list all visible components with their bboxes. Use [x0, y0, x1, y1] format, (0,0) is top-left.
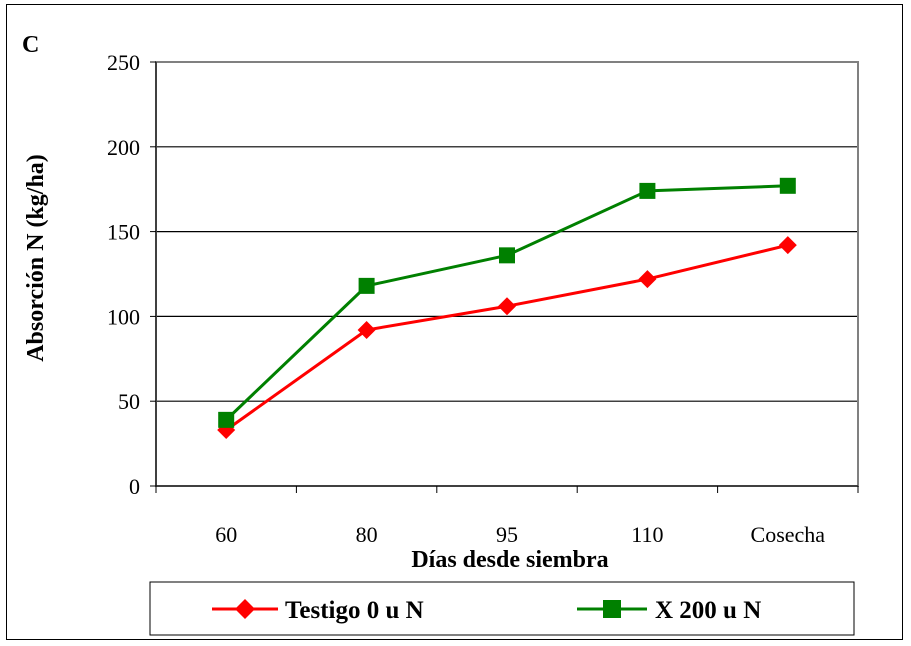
x-tick-label: 95	[496, 522, 518, 547]
legend-marker-diamond	[235, 599, 255, 619]
plot-area	[155, 61, 859, 487]
data-point-x200	[499, 247, 515, 264]
y-tick-label: 150	[107, 220, 140, 245]
legend-marker-square	[603, 600, 621, 618]
y-tick-label: 100	[107, 304, 140, 329]
chart-frame	[6, 4, 903, 640]
x-axis-title: Días desde siembra	[411, 547, 608, 573]
x-tick-label: 80	[356, 522, 378, 547]
legend: Testigo 0 u N X 200 u N	[149, 581, 855, 636]
gridlines	[156, 146, 858, 402]
y-tick-label: 250	[107, 50, 140, 75]
legend-item-testigo: Testigo 0 u N	[212, 597, 424, 624]
panel-label: C	[22, 32, 39, 58]
y-axis-title: Absorción N (kg/ha)	[23, 154, 49, 362]
data-point-testigo	[778, 236, 797, 255]
y-tick-label: 200	[107, 135, 140, 160]
y-tick-label: 0	[129, 474, 140, 499]
x-tick-label: 60	[215, 522, 237, 547]
legend-label-testigo: Testigo 0 u N	[285, 597, 424, 624]
x-tick-label: 110	[631, 522, 663, 547]
y-axis-ticks: 0 50 100 150 200 250	[107, 50, 156, 499]
x-tick-label: Cosecha	[751, 522, 826, 547]
data-point-x200	[358, 277, 375, 294]
series-layer	[217, 177, 797, 440]
data-point-testigo	[498, 297, 516, 316]
y-tick-label: 50	[118, 389, 140, 414]
data-point-x200	[779, 177, 796, 194]
x-axis-ticks: 60 80 95 110 Cosecha	[155, 486, 859, 547]
legend-item-x200: X 200 u N	[577, 597, 761, 624]
data-point-testigo	[638, 270, 657, 289]
data-point-x200	[218, 411, 235, 428]
data-point-x200	[639, 182, 656, 199]
legend-label-x200: X 200 u N	[655, 597, 761, 624]
data-point-testigo	[357, 320, 376, 339]
